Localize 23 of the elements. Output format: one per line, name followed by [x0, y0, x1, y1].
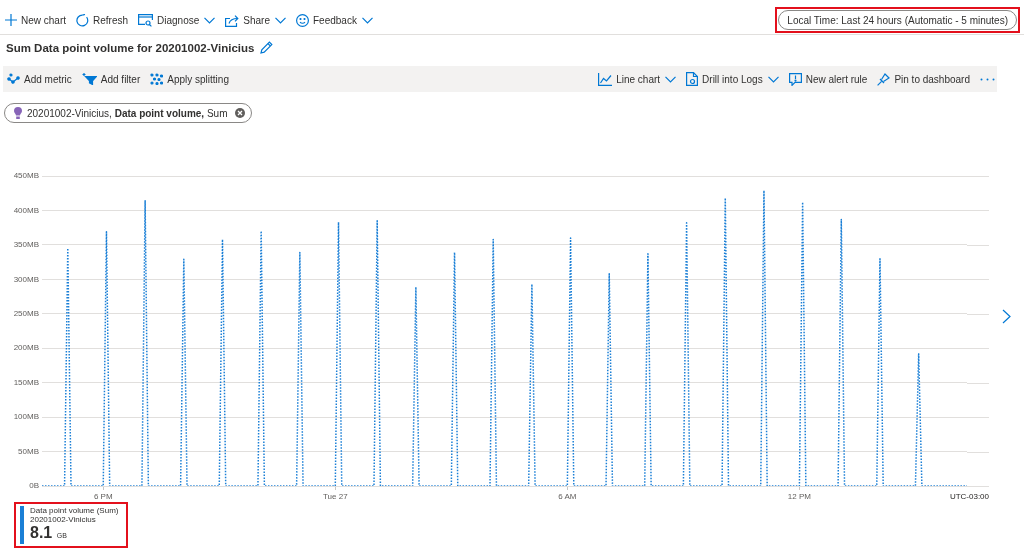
text: Refresh — [93, 14, 129, 26]
metric-pill: 20201002-Vinicius, Data point volume, Sum — [4, 103, 253, 123]
x-axis-title: UTC-03:00 — [949, 492, 990, 502]
y-tick-label: 250MB — [13, 308, 39, 318]
text: New chart — [21, 14, 67, 26]
x-tick-label: Tue 27 — [322, 492, 349, 501]
chart-title: Sum Data point volume for 20201002-Vinicius — [6, 41, 255, 54]
y-tick-label: 0B — [29, 481, 39, 491]
y-tick-label: 100MB — [13, 412, 39, 422]
text: Share — [243, 14, 270, 26]
y-tick-label: 450MB — [13, 171, 39, 181]
y-tick-label: 300MB — [13, 274, 39, 284]
text: Diagnose — [157, 14, 200, 26]
x-tick-label: 6 PM — [93, 492, 113, 501]
y-tick-label: 400MB — [13, 205, 39, 215]
text: Feedback — [312, 14, 357, 26]
command-bar: Add metric Add filter Apply splitting Line chart Drill into Logs New alert rule Pin to dashboard — [3, 66, 997, 92]
x-tick-label: 12 PM — [787, 492, 812, 501]
y-tick-label: 350MB — [13, 240, 39, 250]
x-tick-label: 6 AM — [558, 492, 577, 501]
y-tick-label: 200MB — [13, 343, 39, 353]
y-tick-label: 50MB — [18, 446, 39, 456]
y-tick-label: 150MB — [13, 377, 39, 387]
